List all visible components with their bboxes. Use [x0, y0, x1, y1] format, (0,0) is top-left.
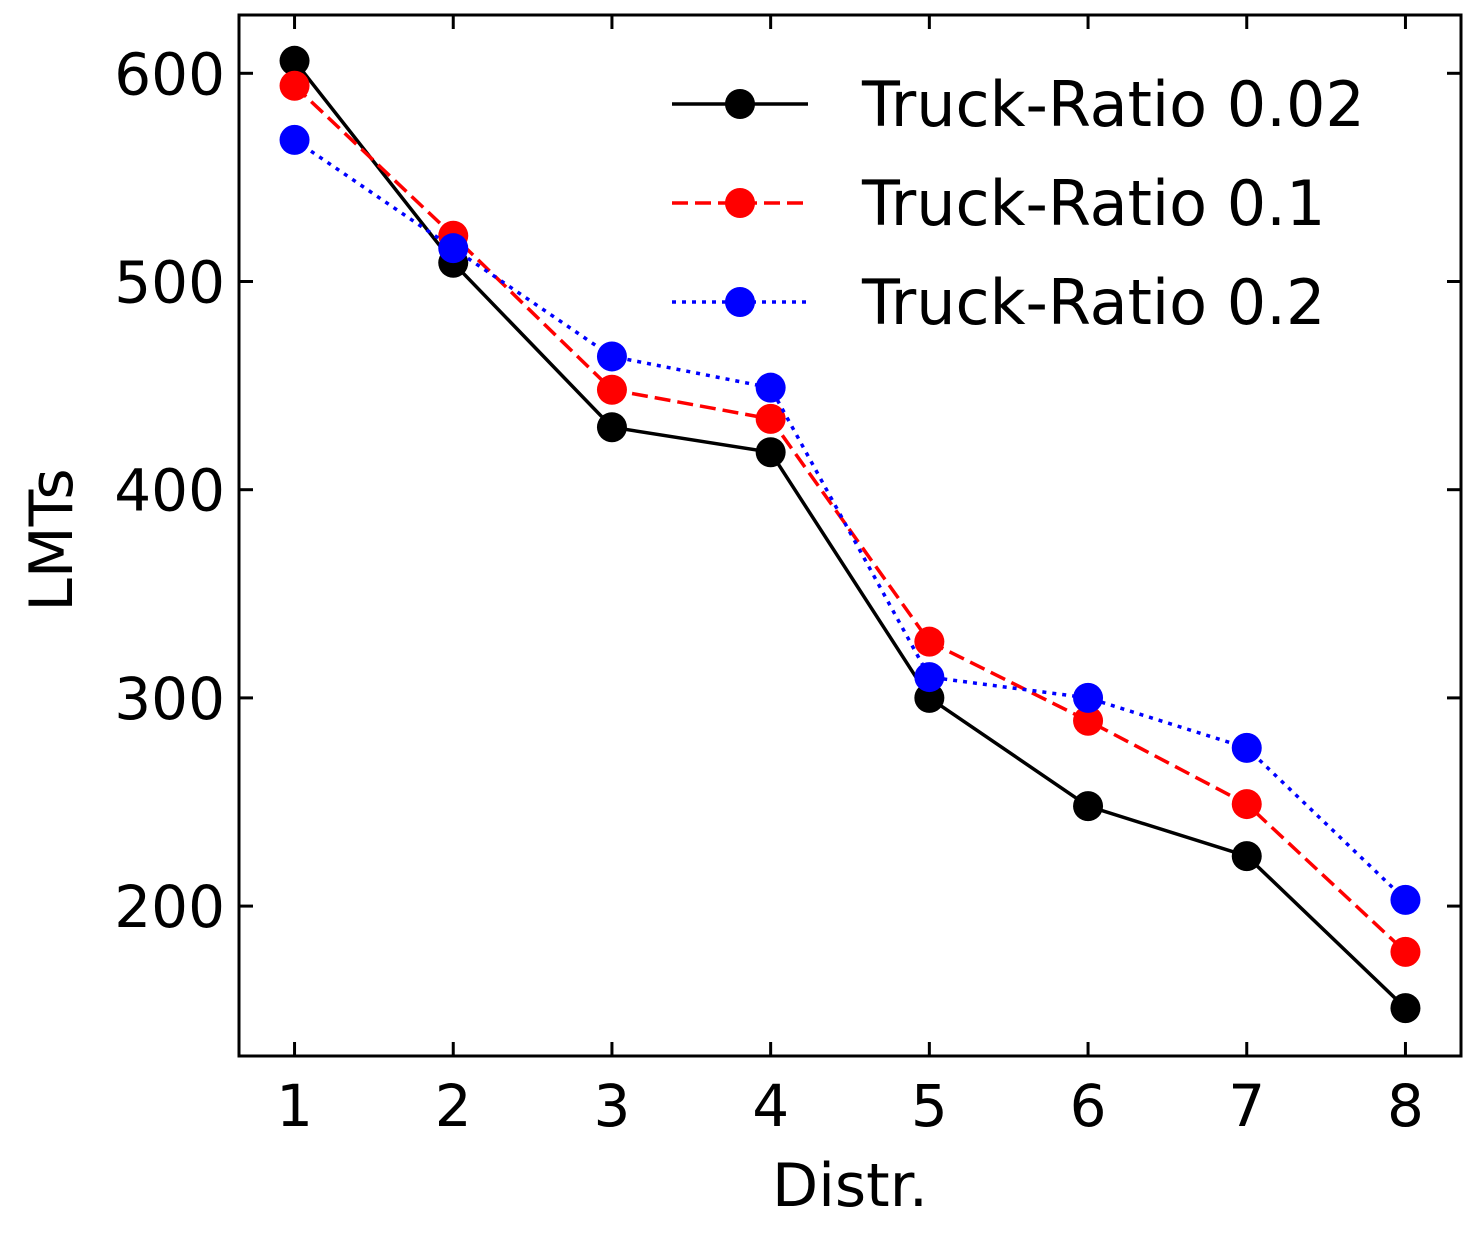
- legend-label: Truck-Ratio 0.1: [861, 167, 1325, 240]
- legend-label: Truck-Ratio 0.2: [861, 266, 1325, 339]
- series-2: [279, 70, 1421, 967]
- data-point: [1073, 791, 1104, 822]
- y-tick-label: 500: [114, 248, 225, 316]
- series-layer: [279, 45, 1421, 1024]
- data-point: [914, 682, 945, 713]
- legend-marker: [725, 89, 755, 119]
- ticks-layer: 1 2 3 4 5 6 7 8 200 300 400 500 600: [114, 15, 1461, 1140]
- legend-marker: [725, 287, 755, 317]
- data-point: [1073, 682, 1104, 713]
- series-1: [279, 45, 1421, 1024]
- series-3: [279, 124, 1421, 915]
- data-point: [438, 233, 469, 264]
- data-point: [1073, 705, 1104, 736]
- data-point: [755, 403, 786, 434]
- legend-entry: Truck-Ratio 0.1: [672, 167, 1325, 240]
- x-tick-label: 4: [752, 1072, 789, 1140]
- x-tick-label: 1: [276, 1072, 313, 1140]
- legend-entry: Truck-Ratio 0.02: [672, 68, 1365, 141]
- data-point: [1231, 732, 1262, 763]
- x-tick-label: 5: [911, 1072, 948, 1140]
- data-point: [1390, 936, 1421, 967]
- series-line: [293, 138, 1407, 902]
- data-point: [279, 70, 310, 101]
- y-axis-label: LMTs: [17, 468, 87, 611]
- x-axis-label: Distr.: [772, 1151, 928, 1221]
- data-point: [596, 341, 627, 372]
- y-tick-label: 300: [114, 665, 225, 733]
- data-point: [279, 124, 310, 155]
- legend: Truck-Ratio 0.02 Truck-Ratio 0.1 Truck-Rat…: [672, 68, 1365, 339]
- legend-entry: Truck-Ratio 0.2: [672, 266, 1325, 339]
- x-tick-label: 6: [1070, 1072, 1107, 1140]
- legend-marker: [725, 188, 755, 218]
- data-point: [1231, 789, 1262, 820]
- legend-label: Truck-Ratio 0.02: [861, 68, 1365, 141]
- data-point: [1231, 841, 1262, 872]
- plot-frame: [237, 13, 1463, 1058]
- x-tick-label: 2: [435, 1072, 472, 1140]
- series-line: [293, 59, 1407, 1010]
- series-line: [293, 84, 1407, 954]
- x-tick-label: 3: [593, 1072, 630, 1140]
- data-point: [596, 412, 627, 443]
- x-tick-label: 8: [1387, 1072, 1424, 1140]
- y-tick-label: 400: [114, 457, 225, 525]
- data-point: [1390, 993, 1421, 1024]
- data-point: [755, 372, 786, 403]
- data-point: [1390, 884, 1421, 915]
- data-point: [914, 626, 945, 657]
- x-tick-label: 7: [1228, 1072, 1265, 1140]
- data-point: [755, 437, 786, 468]
- y-tick-label: 600: [114, 40, 225, 108]
- data-point: [914, 662, 945, 693]
- data-point: [279, 45, 310, 76]
- data-point: [596, 374, 627, 405]
- y-tick-label: 200: [114, 873, 225, 941]
